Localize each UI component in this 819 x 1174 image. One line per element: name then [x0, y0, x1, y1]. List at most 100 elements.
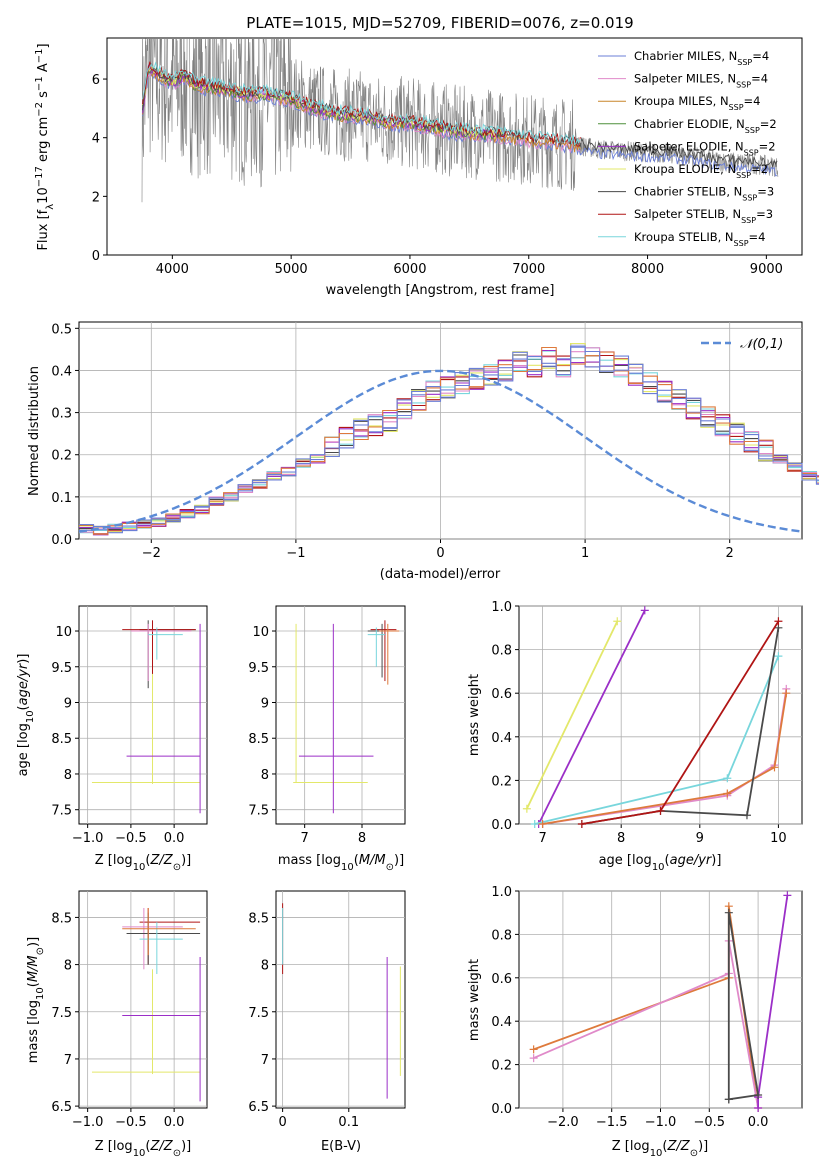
x-tick-label: 1 [581, 546, 589, 561]
residual-histogram [79, 345, 819, 532]
spectrum-xlabel: wavelength [Angstrom, rest frame] [326, 283, 555, 298]
legend-value: =2 [759, 139, 776, 153]
x-tick-label: 8 [617, 831, 625, 846]
weight-line [537, 609, 646, 825]
x-tick-label: 0 [278, 1115, 286, 1130]
x-tick-label: −2.0 [547, 1115, 579, 1130]
legend-value: =4 [744, 94, 761, 108]
y-tick-label: 8.5 [248, 911, 269, 926]
x-tick-label: 6000 [393, 262, 426, 277]
spectrum-panel: 4000 5000 6000 7000 8000 9000 0 2 4 6 wavelength … [34, 37, 803, 298]
y-tick-label: 0.0 [491, 818, 512, 833]
age-z-panel: −1.0 −0.5 0.0 7.5 8 8.5 9 9.5 10 Z [log10(Z/Z⊙)]… [16, 605, 208, 873]
gaussian-curve [78, 369, 803, 533]
spectrum-legend: Chabrier MILES, NSSP=4 Salpeter MILES, NS… [598, 49, 777, 247]
weight-marker [724, 908, 733, 917]
weight-marker [782, 689, 791, 698]
x-tick-label: 0.0 [164, 1115, 185, 1130]
legend-label: Salpeter ELODIE, NSSP=2 [634, 139, 776, 157]
y-tick-label: 0.6 [491, 972, 512, 987]
y-tick-label: 4 [92, 132, 100, 147]
y-tick-label: 9.5 [51, 661, 72, 676]
weight-marker [754, 1090, 763, 1099]
legend-label: Chabrier MILES, NSSP=4 [634, 49, 769, 67]
weight-marker [770, 763, 779, 772]
y-tick-label: 7.5 [51, 1006, 72, 1021]
x-tick-label: 8000 [631, 262, 664, 277]
x-tick-label: 2 [726, 546, 734, 561]
legend-subscript: SSP [736, 171, 751, 180]
y-tick-label: 8 [261, 768, 269, 783]
x-tick-label: −0.5 [694, 1115, 726, 1130]
x-tick-label: 4000 [156, 262, 189, 277]
x-tick-label: 0 [436, 546, 444, 561]
y-tick-label: 0.8 [491, 644, 512, 659]
legend-label: Kroupa STELIB, NSSP=4 [634, 230, 765, 248]
y-tick-label: 8 [261, 959, 269, 974]
weight-marker [723, 789, 732, 798]
legend-value: =4 [752, 49, 769, 63]
y-tick-label: 0.2 [491, 774, 512, 789]
figure-title: PLATE=1015, MJD=52709, FIBERID=0076, z=0… [246, 14, 633, 32]
y-tick-label: 9 [261, 696, 269, 711]
mass-z-ylabel: mass [log10(M/M⊙)] [26, 937, 46, 1063]
mass-z-plot: −1.0 −0.5 0.0 6.5 7 7.5 8 8.5 [51, 891, 207, 1130]
weight-marker [613, 617, 622, 626]
weight-z-ylabel: mass weight [467, 959, 482, 1041]
age-mass-frame [275, 605, 406, 825]
y-tick-label: 0.4 [491, 731, 512, 746]
x-tick-label: 7 [538, 831, 546, 846]
legend-subscript: SSP [734, 238, 749, 247]
age-mass-xlabel: mass [log10(M/M⊙)] [278, 853, 404, 873]
y-tick-label: 6.5 [248, 1100, 269, 1115]
weight-z-xlabel: Z [log10(Z/Z⊙)] [612, 1139, 709, 1159]
mass-ebv-plot: 0 0.1 6.5 7 7.5 8 8.5 [248, 891, 405, 1130]
legend-subscript: SSP [736, 80, 751, 89]
legend-value: =2 [760, 117, 777, 131]
age-mass-plot: 7 8 7.5 8 8.5 9 9.5 10 [248, 606, 405, 846]
mass-z-panel: −1.0 −0.5 0.0 6.5 7 7.5 8 8.5 Z [log10(Z/Z⊙)] m… [26, 890, 208, 1159]
x-tick-label: 10 [770, 831, 787, 846]
spectrum-frame [106, 37, 803, 256]
legend-subscript: SSP [744, 148, 759, 157]
x-tick-label: 7 [301, 831, 309, 846]
legend-value: =3 [756, 207, 773, 221]
weight-marker [538, 820, 547, 828]
y-tick-label: 1.0 [491, 885, 512, 900]
weight-z-panel: −2.0 −1.5 −1.0 −0.5 0.0 0.0 0.2 0.4 0.6 0.8 1.0 Z … [467, 885, 803, 1159]
age-z-frame [78, 605, 208, 825]
legend-value: =2 [751, 162, 768, 176]
x-tick-label: −1.0 [72, 831, 104, 846]
legend-label: Kroupa ELODIE, NSSP=2 [634, 162, 768, 180]
weight-marker [774, 617, 783, 626]
age-z-ylabel: age [log10(age/yr)] [16, 654, 36, 777]
y-tick-label: 9 [64, 696, 72, 711]
y-tick-label: 8 [64, 768, 72, 783]
residual-ylabel: Normed distribution [27, 366, 42, 496]
x-tick-label: 9 [696, 831, 704, 846]
model-spectrum-line [142, 61, 581, 146]
y-tick-label: 8.5 [51, 732, 72, 747]
weight-marker [742, 811, 751, 820]
mass-z-frame [78, 890, 208, 1109]
weight-line [526, 620, 619, 810]
weight-age-ylabel: mass weight [467, 674, 482, 756]
mass-ebv-panel: 0 0.1 6.5 7 7.5 8 8.5 E(B-V) [248, 890, 406, 1154]
residual-histogram [79, 347, 819, 534]
y-tick-label: 0.2 [51, 449, 72, 464]
spectrum-ylabel: Flux [fλ10−17 erg cm−2 s−1 A−1] [34, 43, 56, 250]
y-tick-label: 1.0 [491, 600, 512, 615]
y-tick-label: 10 [55, 625, 72, 640]
y-tick-label: 10 [252, 625, 269, 640]
legend-label: Salpeter MILES, NSSP=4 [634, 72, 768, 90]
residual-histogram [79, 354, 819, 535]
x-tick-label: 7000 [512, 262, 545, 277]
weight-age-panel: 7 8 9 10 0.0 0.2 0.4 0.6 0.8 1.0 age [log10(age/y… [467, 600, 803, 873]
legend-subscript: SSP [741, 216, 756, 225]
weight-marker [754, 1104, 763, 1112]
weight-marker [530, 820, 539, 828]
weight-age-frame [518, 605, 803, 825]
y-tick-label: 7.5 [248, 804, 269, 819]
y-tick-label: 0.0 [491, 1102, 512, 1117]
weight-line [757, 895, 789, 1108]
